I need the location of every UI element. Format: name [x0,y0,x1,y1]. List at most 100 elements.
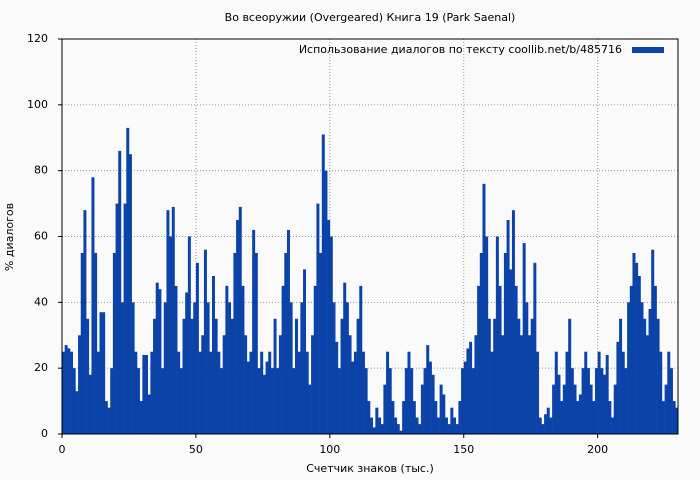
bar [268,351,272,434]
bar [238,206,242,434]
bar [442,394,446,434]
bar [412,401,416,434]
bar [469,341,473,434]
bar [107,407,111,434]
bar [367,401,371,434]
bar [586,368,590,434]
bar [233,252,237,434]
bar [126,127,130,434]
bar [225,285,229,434]
bar [608,401,612,434]
bar [391,401,395,434]
bar [386,351,390,434]
bar [206,302,210,434]
y-tick-label: 100 [27,98,48,111]
bar [653,285,657,434]
bar [244,335,248,434]
bar [241,285,245,434]
bar [75,391,79,434]
bar [485,236,489,434]
bar [278,335,282,434]
bar [158,289,162,434]
bar [404,368,408,434]
bar [254,252,258,434]
bar [493,318,497,434]
bar [276,368,280,434]
bar [104,401,108,434]
bar [305,351,309,434]
bar [619,318,623,434]
bar [600,368,604,434]
bar [525,302,529,434]
bar [447,424,451,434]
bar [311,335,315,434]
bar [426,345,430,434]
bar [118,150,122,434]
bar [533,262,537,434]
bar [420,384,424,434]
bar [265,361,269,434]
bar [453,417,457,434]
y-tick-label: 20 [34,361,48,374]
bar [458,401,462,434]
bar [396,424,400,434]
bar [142,355,146,434]
bar [351,361,355,434]
x-tick-label: 50 [189,443,203,456]
bar [528,335,531,434]
y-tick-label: 80 [34,164,48,177]
bar [80,252,84,434]
bar [627,302,631,434]
bar [134,351,138,434]
bar [343,282,347,434]
bar [96,351,100,434]
bar [549,417,553,434]
bar [635,262,639,434]
bar [648,308,652,434]
y-tick-label: 120 [27,32,48,45]
bar [203,249,207,434]
bar [193,302,197,434]
bar [455,424,459,434]
bar [613,384,617,434]
bar [557,374,561,434]
legend-label: Использование диалогов по тексту coollib… [299,43,622,56]
bar [490,351,494,434]
bar [479,252,483,434]
x-axis-label: Счетчик знаков (тыс.) [306,462,434,475]
bar [637,276,641,434]
bar [284,252,288,434]
bar [260,351,264,434]
bar [83,210,87,434]
bar [431,374,435,434]
bar [67,348,71,434]
bar [576,401,580,434]
bar [86,318,90,434]
bar [378,417,382,434]
bar [578,394,582,434]
bar [474,335,478,434]
bar [645,335,649,434]
bar [410,368,414,434]
bar [530,318,534,434]
bar [166,210,170,434]
bar [517,318,521,434]
bar [498,285,502,434]
bar [78,335,82,434]
bar [115,203,119,434]
bar [136,368,140,434]
x-tick-label: 100 [319,443,340,456]
bar [110,368,114,434]
bar [308,384,312,434]
bar [252,229,256,434]
bar [597,351,601,434]
bar [187,236,191,434]
bar [402,401,406,434]
bar [552,384,556,434]
bar [439,384,443,434]
bar [495,236,499,434]
bar [562,384,566,434]
y-tick-label: 60 [34,230,48,243]
bar [195,262,199,434]
bar [303,269,307,434]
